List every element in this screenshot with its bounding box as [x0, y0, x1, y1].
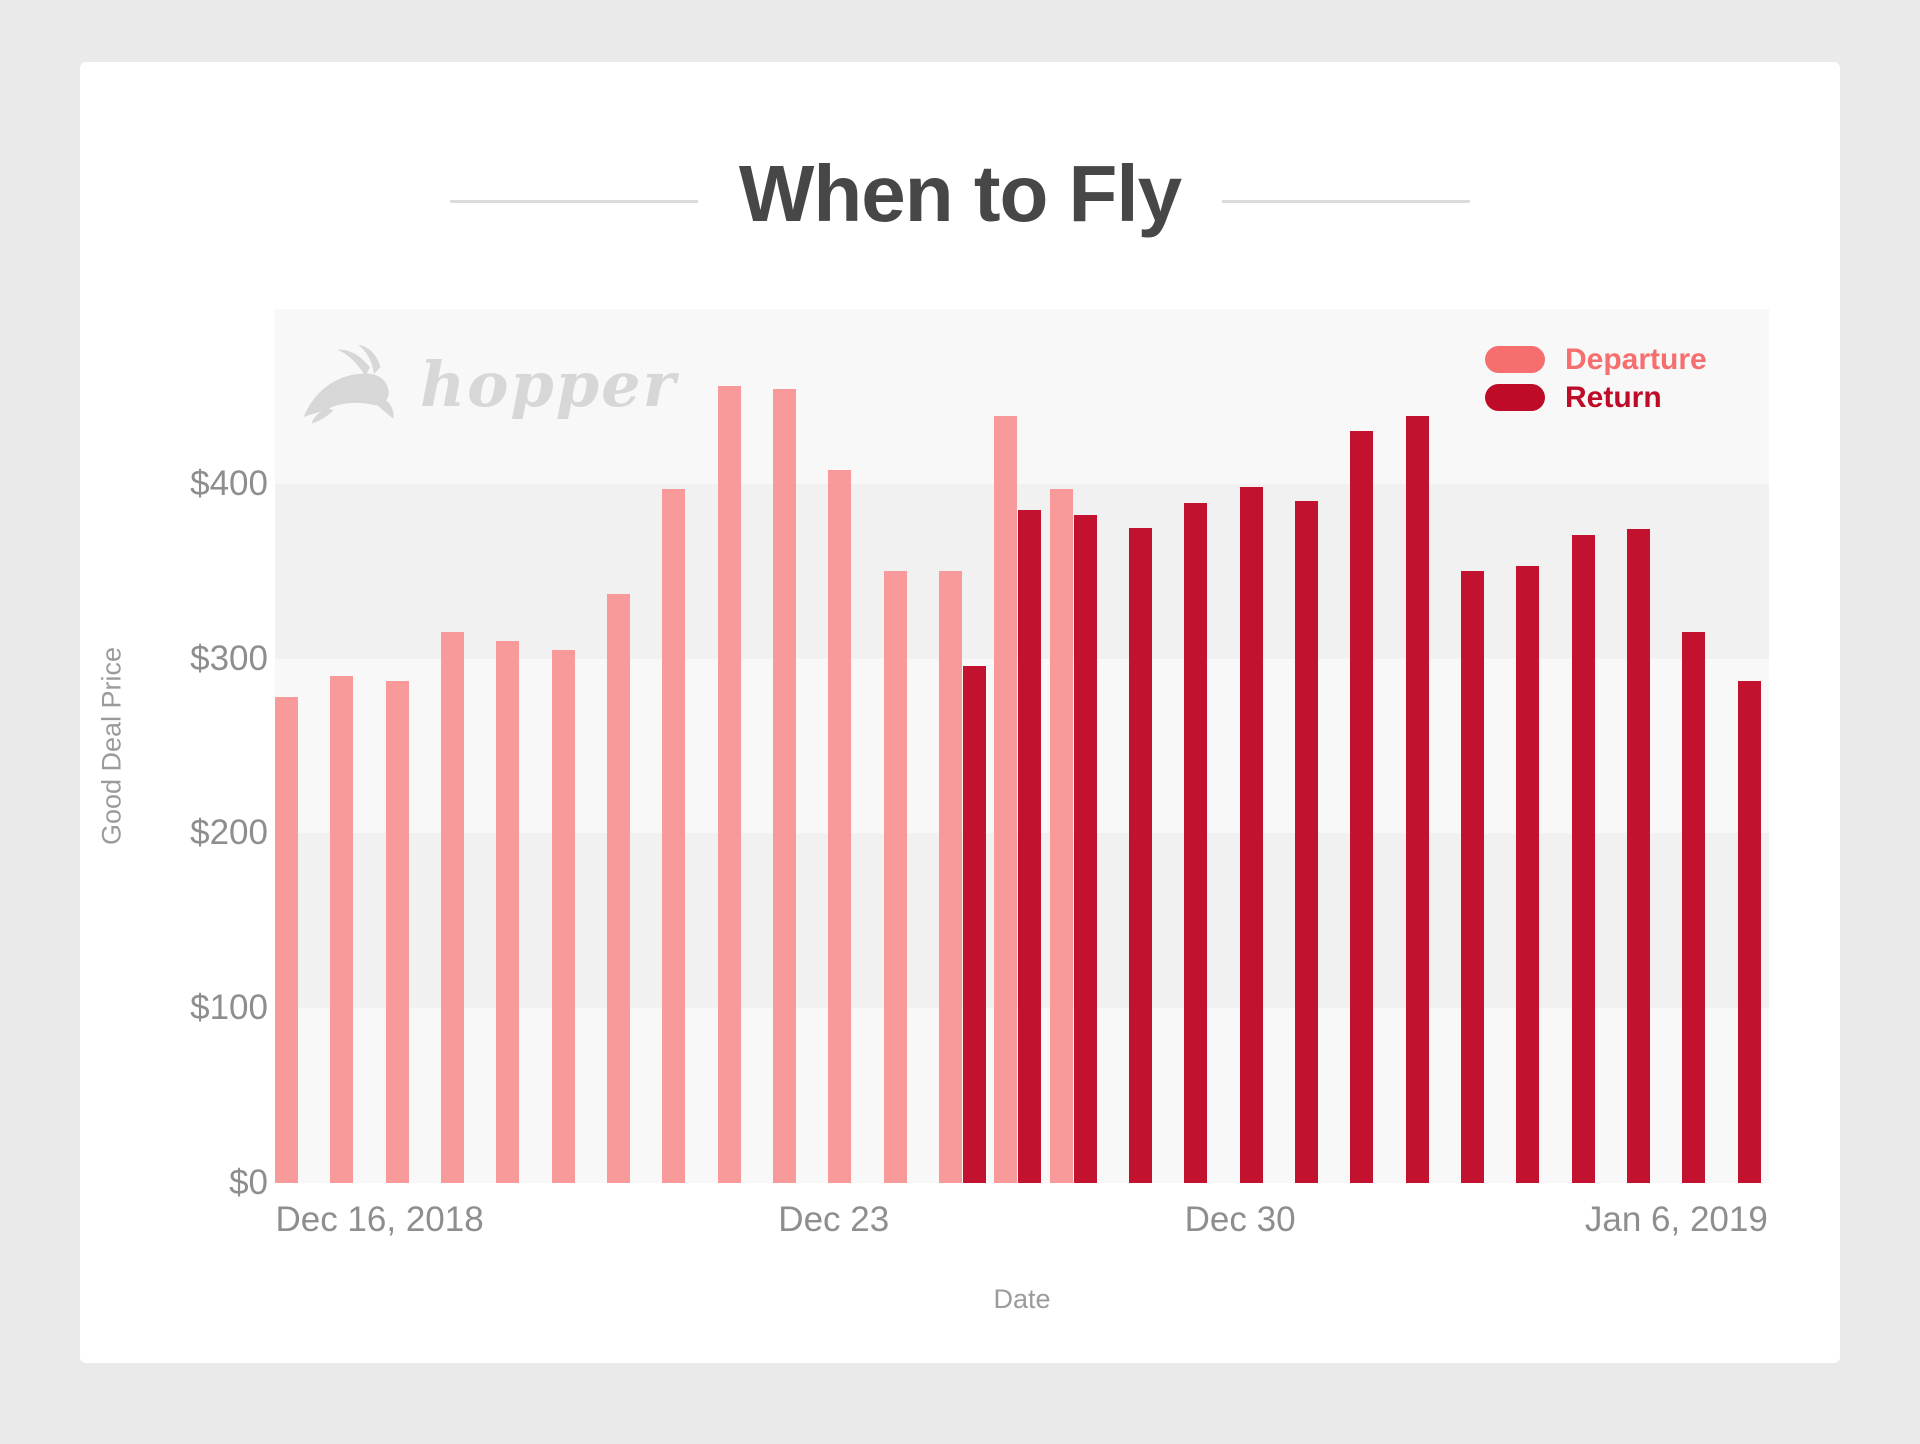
x-tick-label: Dec 30 [1184, 1200, 1296, 1239]
legend-swatch-departure [1485, 346, 1545, 373]
y-axis-ticks: $0 $100 $200 $300 $400 [0, 309, 268, 1202]
y-tick-label: $300 [190, 638, 268, 678]
bar-return [1405, 415, 1429, 1183]
rabbit-silhouette [303, 345, 394, 424]
bar-departure [441, 632, 464, 1183]
bar-return [1516, 565, 1540, 1183]
bar-return [1350, 431, 1374, 1183]
legend-item-departure: Departure [1485, 343, 1707, 376]
bar-return [963, 665, 986, 1183]
bar-departure [717, 385, 741, 1183]
bar-departure [773, 389, 796, 1183]
bar-departure [385, 681, 409, 1183]
hopper-logo: hopper [302, 340, 677, 430]
y-tick-label: $400 [190, 463, 268, 503]
x-axis-title: Date [993, 1284, 1051, 1314]
bar-return [1239, 487, 1263, 1183]
bar-return [1018, 510, 1042, 1183]
bar-departure [994, 415, 1018, 1183]
bar-return [1295, 501, 1318, 1183]
bar-return [1073, 515, 1097, 1183]
hopper-wordmark: hopper [420, 348, 678, 421]
bar-departure [883, 571, 907, 1183]
bar-return [1571, 534, 1595, 1183]
x-tick-label: Jan 6, 2019 [1584, 1200, 1768, 1239]
x-tick-label: Dec 16, 2018 [275, 1200, 484, 1239]
bar-return [1737, 681, 1761, 1183]
bar-departure [662, 489, 686, 1183]
rabbit-icon [303, 345, 394, 424]
page-title: When to Fly [738, 149, 1182, 238]
bar-departure [828, 469, 852, 1183]
bar-departure [496, 641, 520, 1183]
plot-area [275, 309, 1769, 1183]
bar-departure [551, 649, 575, 1183]
bar-departure [607, 593, 630, 1183]
bar-return [1627, 529, 1650, 1183]
bar-departure [275, 697, 298, 1183]
title-rule-right [1222, 200, 1470, 203]
bar-return [1184, 503, 1208, 1183]
bar-departure [939, 571, 962, 1183]
legend-label-return: Return [1565, 381, 1662, 414]
y-axis-title: Good Deal Price [96, 646, 127, 846]
x-axis-ticks: Dec 16, 2018 Dec 23 Dec 30 Jan 6, 2019 [275, 1198, 1769, 1242]
y-tick-label: $200 [190, 813, 268, 853]
bar-return [1129, 527, 1152, 1183]
legend: Departure Return [1485, 343, 1707, 422]
title-rule-left [450, 200, 698, 203]
legend-label-departure: Departure [1565, 343, 1707, 376]
bar-return [1682, 632, 1706, 1183]
legend-item-return: Return [1485, 381, 1707, 414]
bar-departure [330, 676, 354, 1183]
y-tick-label: $0 [229, 1163, 268, 1202]
x-tick-label: Dec 23 [778, 1200, 890, 1239]
y-tick-label: $100 [190, 988, 268, 1028]
bar-return [1461, 571, 1484, 1183]
legend-swatch-return [1485, 384, 1545, 411]
bar-departure [1049, 489, 1073, 1183]
